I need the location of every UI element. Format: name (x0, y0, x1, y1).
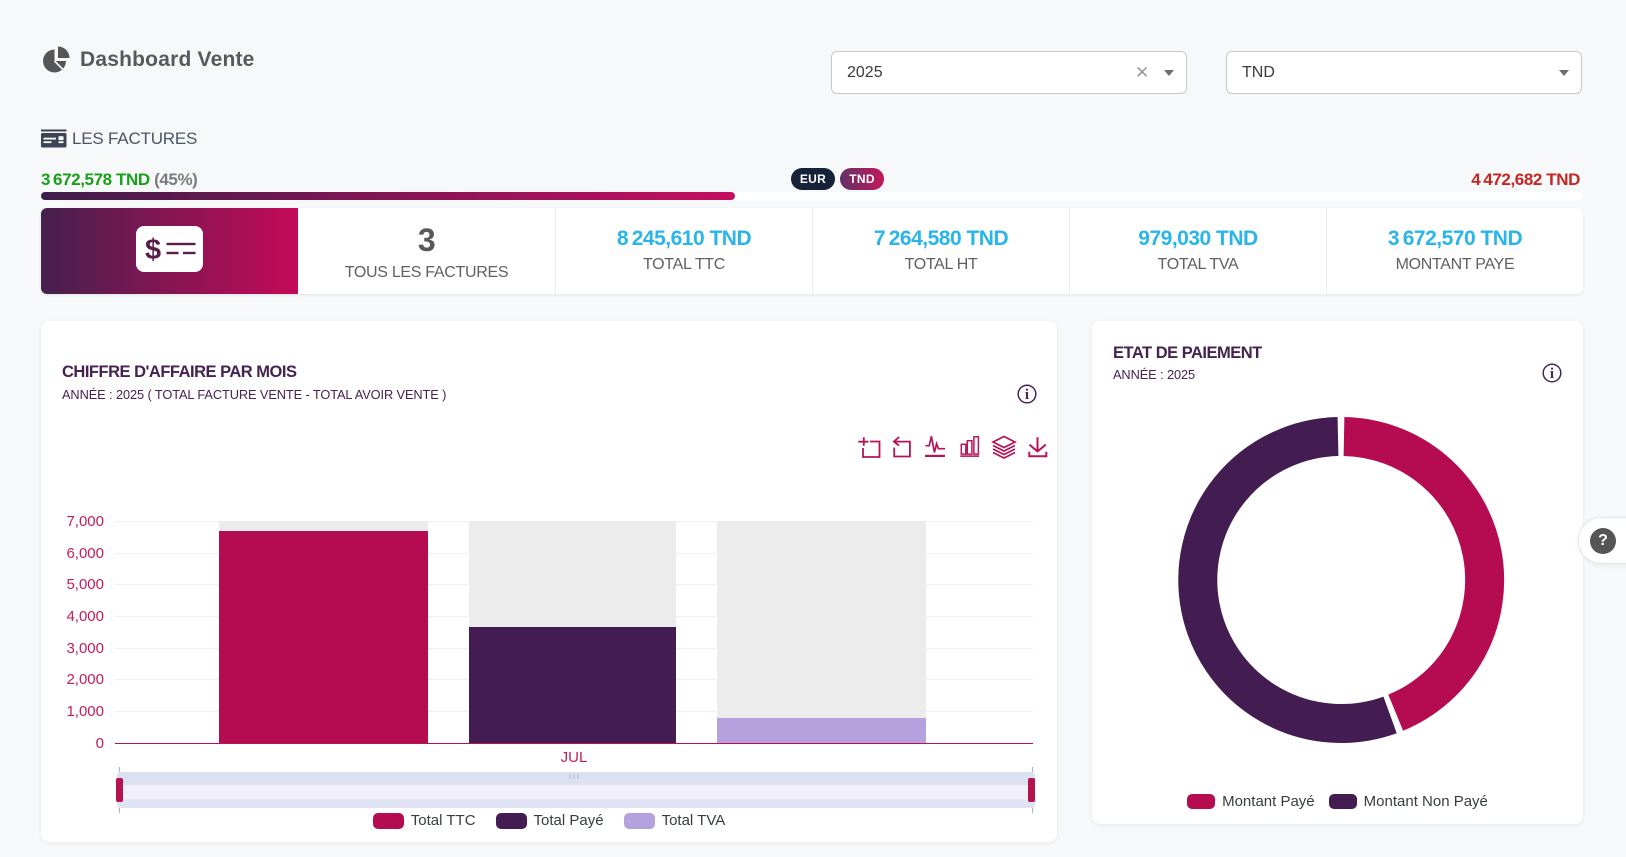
svg-text:i: i (1550, 366, 1554, 382)
svg-text:$: $ (145, 234, 161, 266)
svg-text:i: i (1025, 387, 1029, 403)
